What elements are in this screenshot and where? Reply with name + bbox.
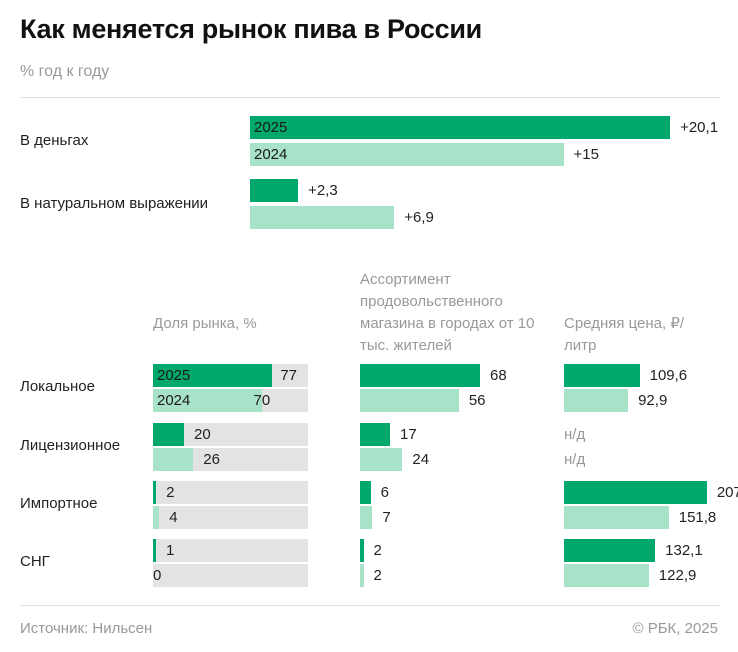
bar-track — [153, 539, 308, 562]
data-label: 70 — [253, 392, 271, 409]
bar-2024 — [360, 506, 373, 529]
bar-2024 — [564, 564, 649, 587]
copyright: © РБК, 2025 — [632, 620, 718, 637]
bar-2025 — [360, 539, 364, 562]
data-label: 56 — [468, 392, 486, 409]
category-label: В деньгах — [20, 132, 89, 149]
year-label-2024: 2024 — [157, 392, 191, 409]
bar-2025 — [250, 116, 671, 139]
bar-2025 — [153, 423, 184, 446]
data-label-na: н/д — [564, 451, 586, 468]
bar-2024 — [153, 448, 194, 471]
year-label-2025: 2025 — [157, 367, 191, 384]
bar-2024 — [564, 389, 629, 412]
bar-2025 — [250, 179, 299, 202]
data-label: 6 — [380, 484, 389, 501]
data-label: 109,6 — [649, 367, 688, 384]
data-label: 26 — [203, 451, 220, 468]
bar-2025 — [564, 539, 656, 562]
divider-top — [20, 97, 720, 98]
data-label: +6,9 — [404, 209, 434, 226]
bar-2025 — [153, 539, 156, 562]
bar-track — [153, 423, 308, 446]
chart-subtitle: % год к году — [20, 63, 110, 80]
header-price: Средняя цена, ₽/литр — [564, 315, 685, 354]
data-label: 77 — [280, 367, 298, 384]
bar-track — [153, 506, 308, 529]
category-label: СНГ — [20, 553, 50, 570]
bar-2025 — [564, 481, 707, 504]
bar-track — [153, 481, 308, 504]
data-label: 17 — [400, 426, 417, 443]
chart-title: Как меняется рынок пива в России — [20, 14, 482, 44]
data-label: +2,3 — [308, 182, 338, 199]
data-label: 0 — [153, 567, 162, 584]
bar-track — [153, 564, 308, 587]
year-label-2024: 2024 — [254, 146, 288, 163]
header-share: Доля рынка, % — [153, 315, 257, 332]
bar-2024 — [250, 206, 395, 229]
bar-2024 — [360, 389, 459, 412]
category-label: В натуральном выражении — [20, 195, 209, 212]
data-label: 24 — [412, 451, 430, 468]
category-label: Импортное — [20, 495, 98, 512]
data-label: +20,1 — [680, 119, 719, 136]
bar-2025 — [153, 481, 157, 504]
divider-bottom — [20, 605, 720, 606]
bar-2025 — [360, 364, 481, 387]
data-label: 122,9 — [658, 567, 697, 584]
data-label: 2 — [373, 567, 382, 584]
data-label: 2 — [373, 542, 382, 559]
data-label: 151,8 — [678, 509, 717, 526]
header-assortment: Ассортимент продовольственного магазина … — [360, 271, 535, 354]
data-label: 1 — [166, 542, 175, 559]
bar-2024 — [153, 506, 160, 529]
bar-2024 — [360, 564, 364, 587]
data-label: +15 — [573, 146, 599, 163]
data-label: 4 — [169, 509, 178, 526]
year-label-2025: 2025 — [254, 119, 288, 136]
bar-2025 — [153, 364, 273, 387]
bar-2024 — [250, 143, 564, 166]
data-label: 207 — [716, 484, 738, 501]
data-label: 2 — [166, 484, 175, 501]
bar-2024 — [360, 448, 403, 471]
data-label: 20 — [194, 426, 211, 443]
data-label: 7 — [382, 509, 391, 526]
data-label: 92,9 — [638, 392, 668, 409]
data-label-na: н/д — [564, 426, 586, 443]
data-label: 68 — [490, 367, 507, 384]
category-label: Лицензионное — [20, 437, 121, 454]
bar-2025 — [360, 481, 371, 504]
category-label: Локальное — [20, 378, 95, 395]
bar-2024 — [153, 389, 262, 412]
source-note: Источник: Нильсен — [20, 620, 153, 637]
data-label: 132,1 — [665, 542, 703, 559]
bar-2024 — [564, 506, 669, 529]
bar-2025 — [360, 423, 390, 446]
bar-2025 — [564, 364, 640, 387]
